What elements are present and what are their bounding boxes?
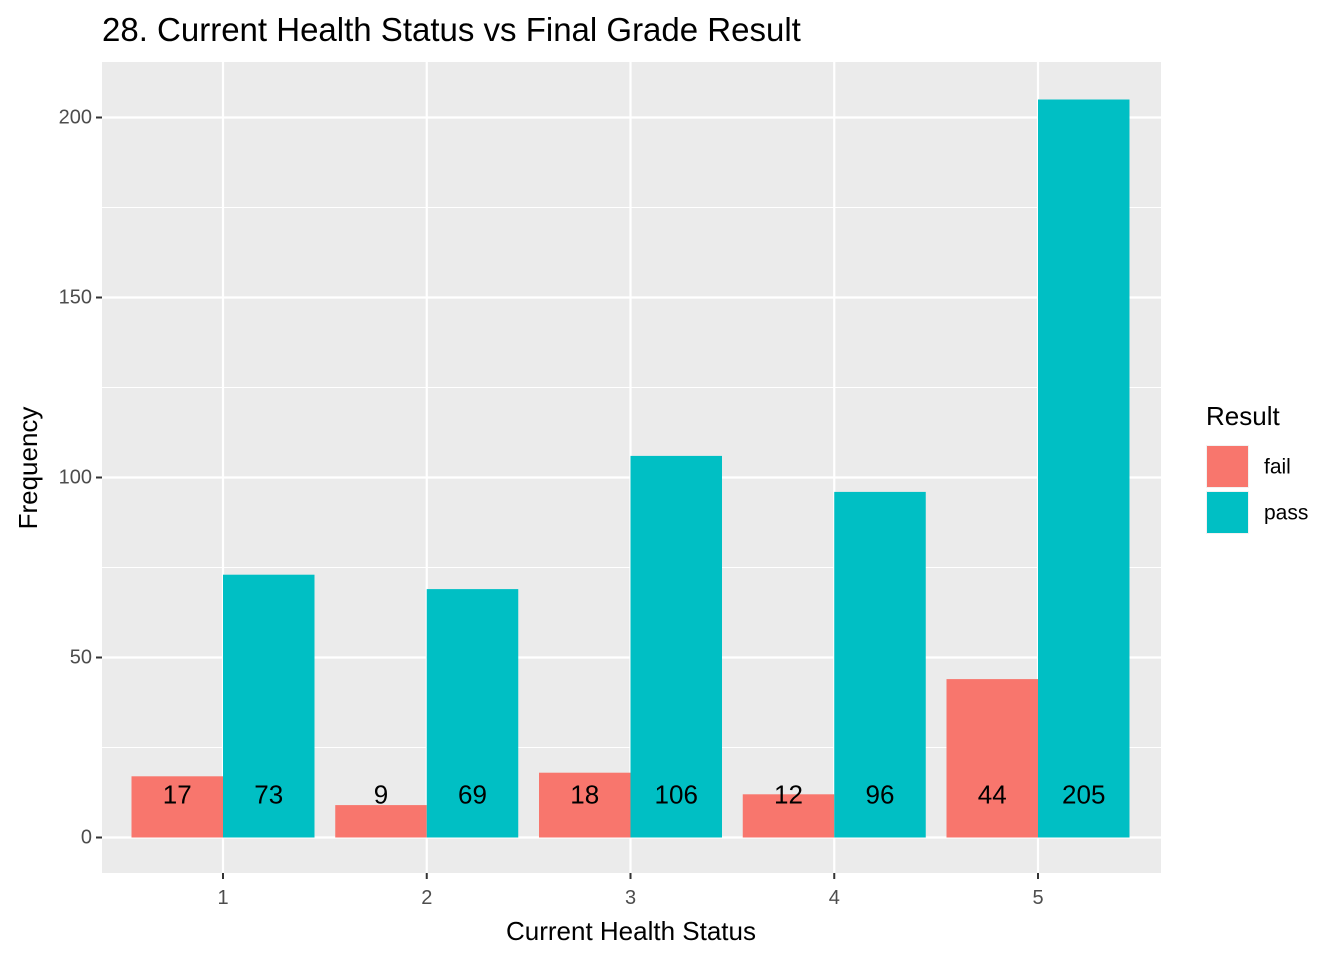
- y-tick-label: 150: [59, 287, 92, 309]
- legend-swatch-fail: [1207, 446, 1248, 487]
- data-label-fail-4: 12: [774, 780, 803, 810]
- bar-pass-3: [630, 455, 722, 838]
- legend-swatch-pass: [1207, 492, 1248, 533]
- x-tick-label: 2: [421, 887, 432, 909]
- bar-pass-1: [223, 574, 315, 838]
- bars: [131, 99, 1130, 838]
- y-tick-label: 200: [59, 107, 92, 129]
- x-axis-title: Current Health Status: [506, 916, 756, 946]
- x-tick-label: 5: [1032, 887, 1043, 909]
- legend-label-pass: pass: [1264, 502, 1308, 525]
- bar-pass-5: [1038, 99, 1130, 838]
- data-label-pass-2: 69: [458, 780, 487, 810]
- y-tick-label: 50: [70, 647, 92, 669]
- data-label-fail-2: 9: [374, 780, 388, 810]
- data-label-fail-5: 44: [978, 780, 1007, 810]
- bar-fail-1: [131, 776, 223, 838]
- bar-fail-5: [946, 679, 1038, 838]
- x-tick-label: 1: [217, 887, 228, 909]
- y-axis: 0 50 100 150 200: [59, 107, 102, 849]
- legend: Result fail pass: [1206, 401, 1308, 534]
- legend-title: Result: [1206, 401, 1280, 431]
- y-tick-label: 100: [59, 467, 92, 489]
- data-label-pass-3: 106: [655, 780, 698, 810]
- value-labels: 17 9 18 12 44 73 69 106 96 205: [163, 780, 1106, 810]
- bar-fail-2: [335, 805, 427, 838]
- legend-items: fail pass: [1206, 445, 1308, 534]
- bar-fail-4: [742, 794, 835, 838]
- x-axis: 1 2 3 4 5: [217, 873, 1044, 909]
- bar-pass-4: [834, 491, 926, 838]
- legend-label-fail: fail: [1264, 456, 1291, 479]
- x-tick-label: 3: [625, 887, 636, 909]
- y-axis-title: Frequency: [13, 407, 43, 530]
- data-label-pass-4: 96: [866, 780, 895, 810]
- data-label-fail-1: 17: [163, 780, 192, 810]
- bar-pass-2: [426, 589, 519, 838]
- chart-title: 28. Current Health Status vs Final Grade…: [102, 11, 801, 48]
- data-label-pass-5: 205: [1062, 780, 1105, 810]
- bar-fail-3: [539, 772, 631, 838]
- data-label-pass-1: 73: [254, 780, 283, 810]
- x-tick-label: 4: [829, 887, 840, 909]
- data-label-fail-3: 18: [570, 780, 599, 810]
- y-tick-label: 0: [81, 827, 92, 849]
